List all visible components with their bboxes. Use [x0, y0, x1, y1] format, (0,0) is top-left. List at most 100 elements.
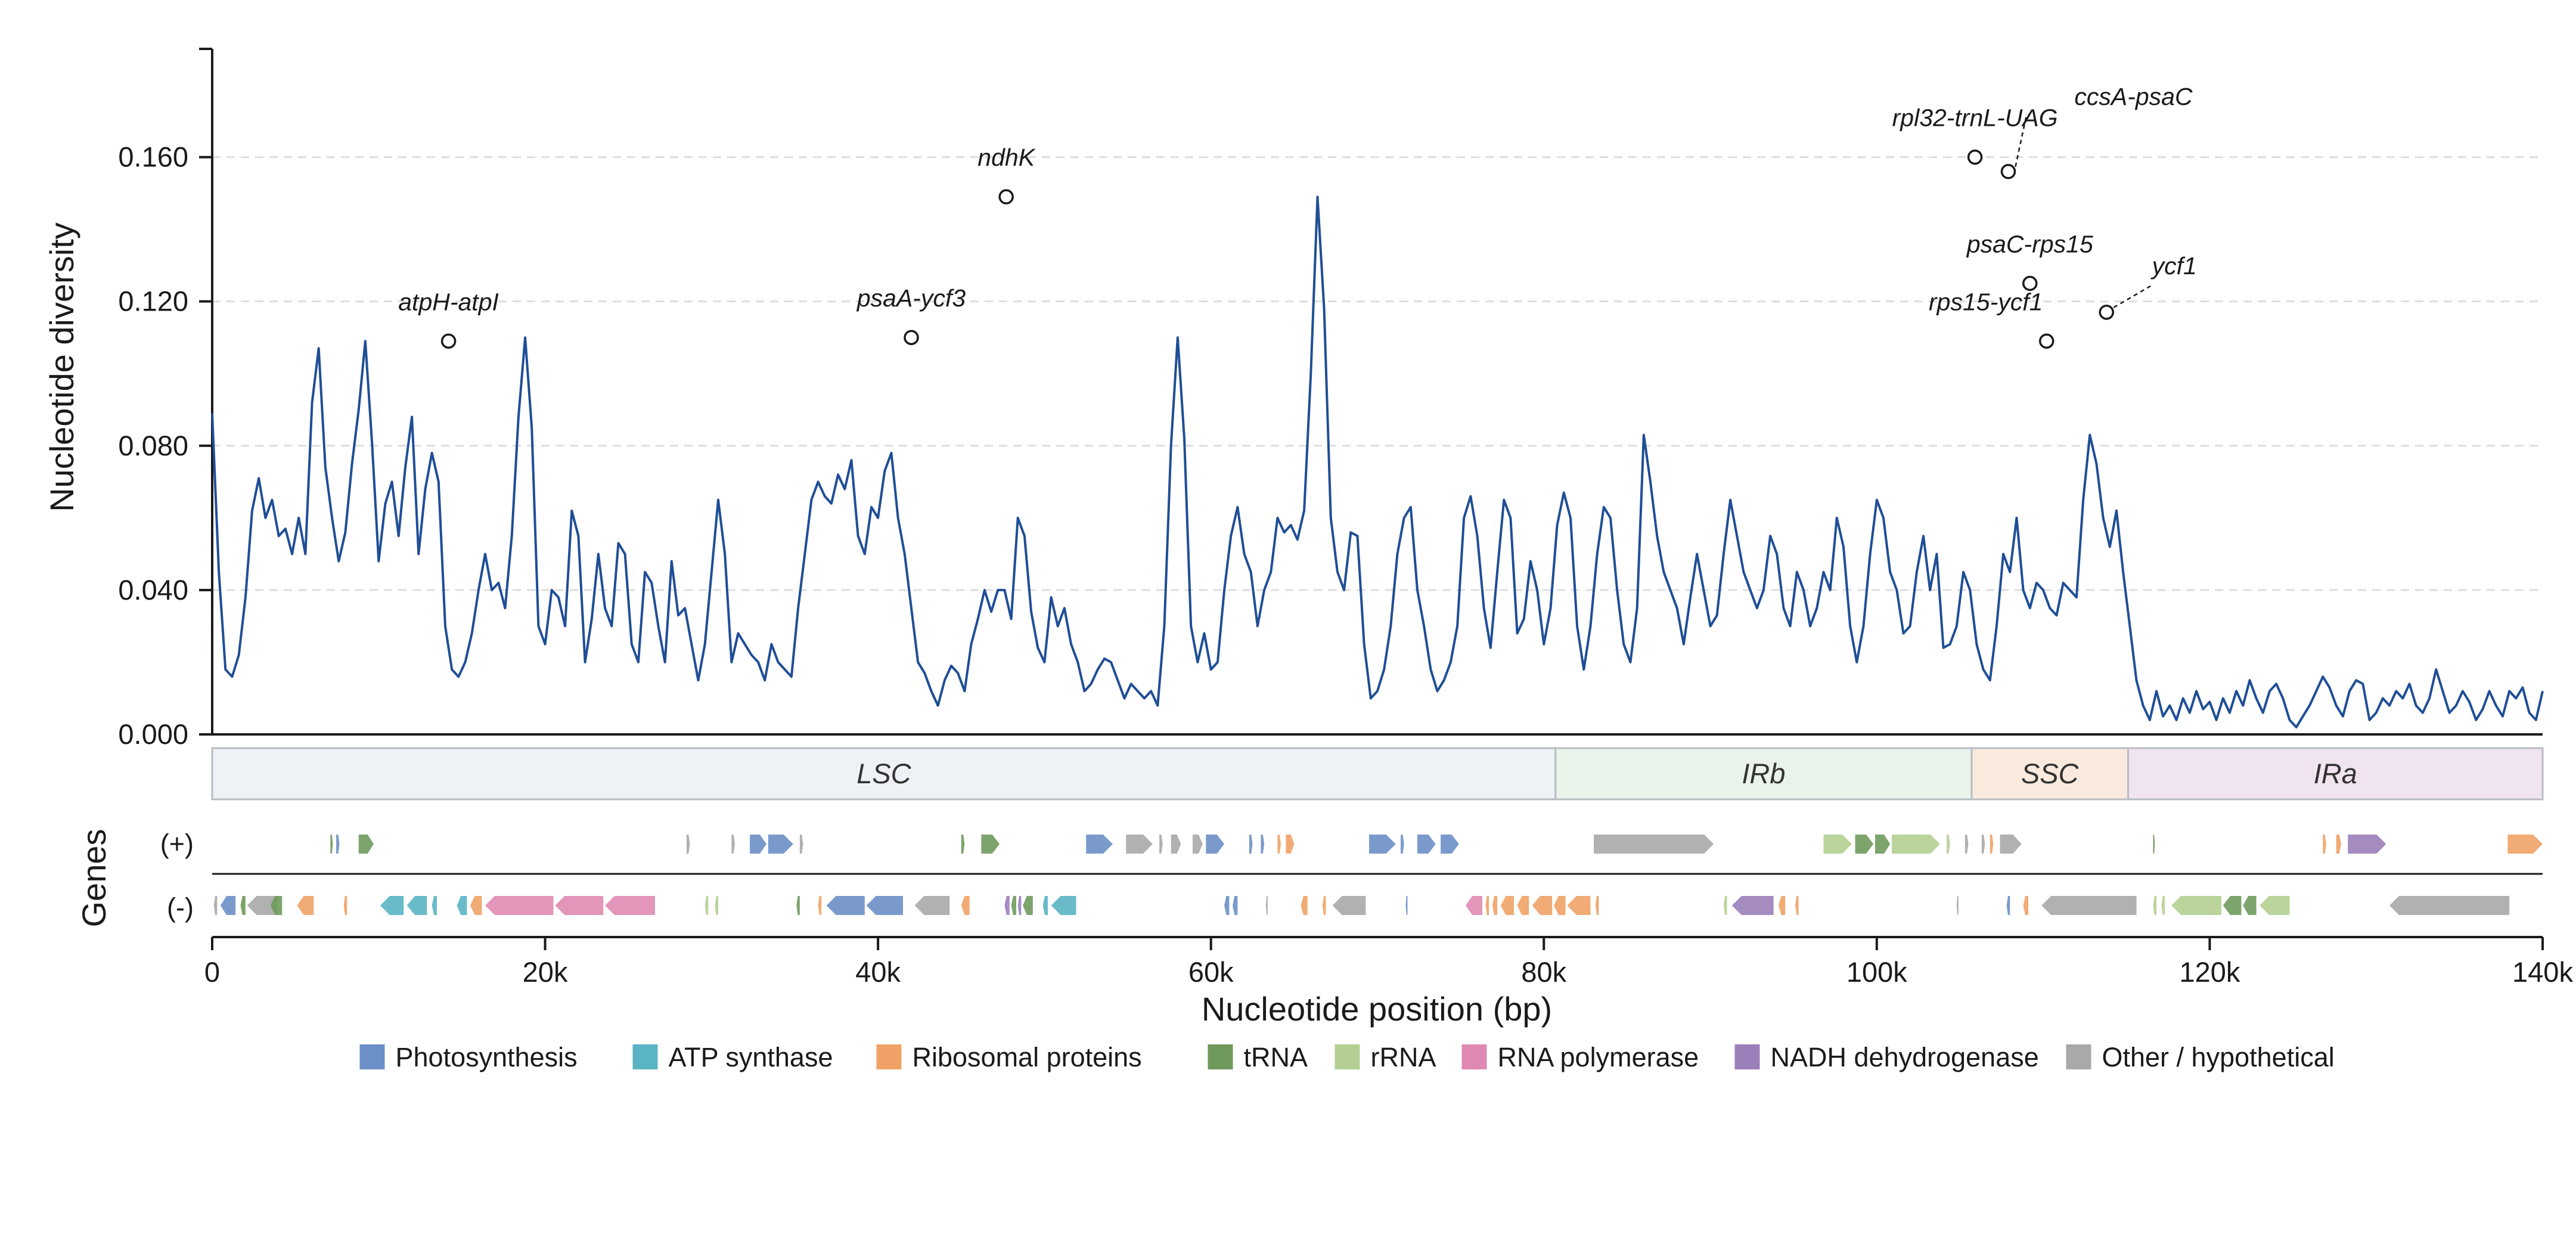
gene-feature	[2336, 835, 2342, 854]
gene-feature	[1224, 896, 1230, 915]
gene-feature	[1322, 896, 1326, 915]
gene-feature	[715, 896, 719, 915]
x-axis-title: Nucleotide position (bp)	[1202, 990, 1552, 1028]
y-tick-label: 0.160	[118, 141, 188, 173]
peak-label: psaC-rps15	[1966, 230, 2093, 258]
region-segment	[2127, 747, 2544, 801]
region-bar: LSC IRb SSC IRa	[211, 747, 2544, 801]
gene-feature	[1401, 835, 1404, 854]
annotation-leader	[2015, 116, 2027, 168]
peak-marker	[2000, 164, 2016, 179]
y-axis-title: Nucleotide diversity	[43, 222, 80, 512]
gene-feature	[1265, 896, 1268, 915]
gene-feature	[961, 896, 970, 915]
gene-feature	[1466, 896, 1482, 915]
gene-feature	[1964, 835, 1969, 854]
gene-feature	[2153, 835, 2155, 854]
gene-feature	[1017, 896, 1022, 915]
gene-feature	[1517, 896, 1529, 915]
gene-feature	[2041, 896, 2137, 915]
y-tick-label: 0.000	[118, 718, 188, 750]
gene-feature	[1086, 835, 1113, 854]
peak-label: psaA-ycf3	[856, 284, 966, 312]
gene-feature	[686, 835, 690, 854]
legend-swatch	[1734, 1044, 1760, 1069]
gene-feature	[768, 835, 793, 854]
gene-feature	[731, 835, 735, 854]
plus-strand-label: (+)	[160, 829, 194, 859]
peak-marker	[440, 333, 457, 349]
gene-feature	[1947, 835, 1950, 854]
gene-feature	[457, 896, 467, 915]
legend-swatch	[1208, 1044, 1233, 1069]
gene-feature	[1023, 896, 1033, 915]
gene-feature	[1004, 896, 1010, 915]
gene-feature	[1051, 896, 1076, 915]
peak-label: rpl32-trnL-UAG	[1892, 104, 2058, 132]
region-label: LSC	[856, 758, 911, 789]
region-segment	[211, 747, 1557, 801]
gene-feature	[220, 896, 236, 915]
gene-feature	[750, 835, 767, 854]
legend-swatch	[632, 1044, 658, 1069]
gene-feature	[1159, 835, 1163, 854]
gene-feature	[555, 896, 604, 915]
peak-label: rps15-ycf1	[1929, 288, 2043, 315]
gene-feature	[297, 896, 314, 915]
gene-feature	[961, 835, 965, 854]
gene-feature	[1981, 835, 1985, 854]
gene-feature	[1233, 896, 1238, 915]
gene-feature	[1301, 896, 1308, 915]
gene-feature	[1441, 835, 1459, 854]
gene-feature	[796, 896, 800, 915]
gene-feature	[1171, 835, 1181, 854]
gene-feature	[981, 835, 1000, 854]
legend-swatch	[1334, 1044, 1360, 1069]
gene-feature	[247, 896, 277, 915]
legend-label: rRNA	[1371, 1042, 1436, 1072]
gene-feature	[2348, 835, 2386, 854]
gene-feature	[1875, 835, 1891, 854]
gene-feature	[470, 896, 482, 915]
gene-feature	[343, 896, 347, 915]
peak-marker	[2099, 305, 2115, 320]
gene-feature	[2153, 896, 2157, 915]
gene-feature	[1126, 835, 1153, 854]
gene-feature	[1369, 835, 1396, 854]
gene-feature	[2006, 896, 2010, 915]
gene-feature	[1417, 835, 1436, 854]
gene-feature	[330, 835, 333, 854]
axes: 0.000 0.040 0.080 0.120 0.160 0 20k 40k 60k 80k 10…	[118, 48, 2573, 988]
gene-feature	[2223, 896, 2242, 915]
gene-feature	[1286, 835, 1295, 854]
gene-feature	[2023, 896, 2029, 915]
gene-feature	[1956, 896, 1959, 915]
legend-swatch	[1461, 1044, 1487, 1069]
legend-label: Photosynthesis	[396, 1042, 578, 1072]
gene-feature	[1332, 896, 1366, 915]
y-tick-label: 0.040	[118, 574, 188, 606]
gene-feature	[1192, 835, 1203, 854]
peak-marker	[998, 189, 1014, 204]
gene-feature	[270, 896, 283, 915]
gene-feature	[1249, 835, 1253, 854]
gene-feature	[1723, 896, 1727, 915]
x-tick-label: 100k	[1846, 956, 1907, 988]
peak-label: ndhK	[977, 144, 1035, 171]
peak-annotations: atpH-atpI psaA-ycf3 ndhK rpl32-trnL-UAG ccsA…	[398, 83, 2197, 349]
peak-label: ycf1	[2150, 252, 2197, 280]
peak-label: ccsA-psaC	[2074, 83, 2193, 110]
x-tick-label: 140k	[2512, 956, 2573, 988]
peak-marker	[904, 330, 919, 345]
legend-label: NADH dehydrogenase	[1771, 1042, 2039, 1072]
gene-feature	[799, 835, 803, 854]
gene-feature	[2507, 835, 2543, 854]
gene-feature	[406, 896, 427, 915]
gene-feature	[336, 835, 340, 854]
gene-feature	[2389, 896, 2510, 915]
legend-label: Ribosomal proteins	[913, 1042, 1142, 1072]
legend-swatch	[2066, 1044, 2091, 1069]
region-label: IRa	[2314, 758, 2357, 789]
y-tick-label: 0.120	[118, 286, 188, 317]
